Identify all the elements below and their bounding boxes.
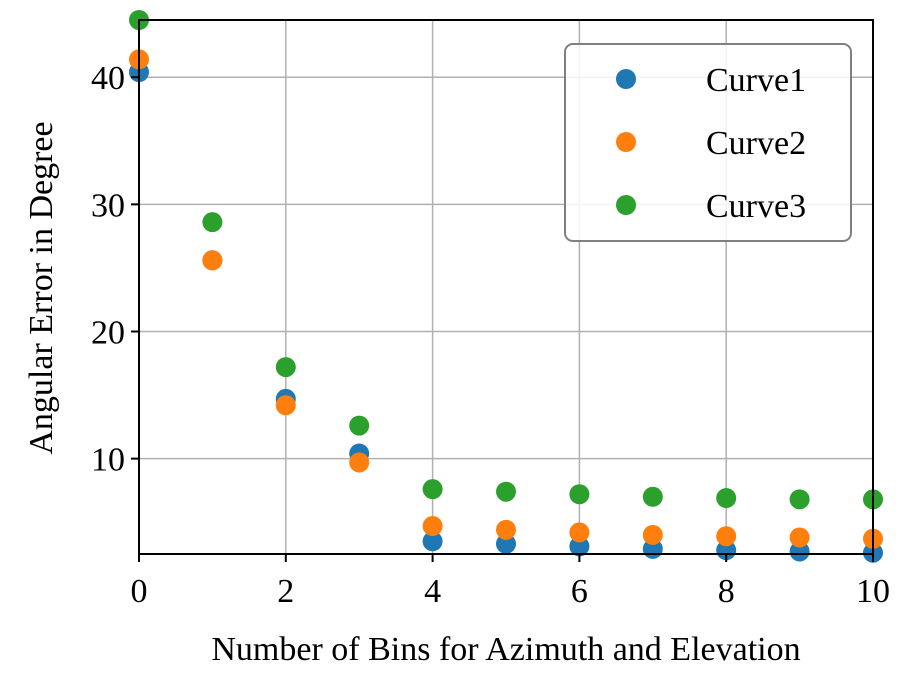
- legend-entry-label: Curve2: [706, 125, 806, 162]
- data-point-series-3: [716, 488, 737, 509]
- data-point-series-2: [716, 526, 737, 547]
- legend-marker: [616, 195, 636, 215]
- data-point-series-3: [202, 212, 223, 233]
- x-tick-label: 0: [131, 573, 148, 610]
- legend-marker: [616, 69, 636, 89]
- legend-marker: [616, 132, 636, 152]
- plot-frame: [138, 19, 874, 555]
- data-point-series-1: [569, 536, 590, 557]
- y-tick-label: 40: [91, 60, 125, 97]
- x-tick-label: 6: [571, 573, 588, 610]
- y-tick-label: 30: [91, 187, 125, 224]
- y-axis-label: Angular Error in Degree: [23, 121, 60, 454]
- legend-frame: [564, 43, 852, 242]
- x-tick-label: 4: [424, 573, 441, 610]
- data-point-series-3: [496, 481, 516, 502]
- y-tick-label: 10: [91, 442, 125, 479]
- data-point-series-3: [569, 484, 590, 505]
- axis-ticks: 0 2 4 6 8 10 10 20 30 40: [91, 60, 890, 610]
- data-point-series-2: [789, 527, 810, 548]
- x-tick-label: 8: [718, 573, 735, 610]
- data-point-series-3: [349, 415, 370, 436]
- data-point-series-3: [422, 479, 443, 500]
- data-point-series-2: [496, 519, 516, 540]
- legend: Curve1 Curve2 Curve3: [564, 43, 852, 242]
- data-point-series-2: [569, 522, 590, 543]
- data-point-series-1: [716, 540, 737, 561]
- data-point-series-2: [275, 395, 296, 416]
- data-point-series-2: [202, 250, 223, 271]
- data-point-series-2: [422, 516, 443, 537]
- legend-entry-label: Curve3: [706, 188, 806, 225]
- data-point-series-3: [275, 357, 296, 378]
- data-point-series-2: [642, 524, 663, 545]
- data-point-series-1: [422, 531, 443, 552]
- legend-entry-label: Curve1: [706, 62, 806, 99]
- x-axis-label: Number of Bins for Azimuth and Elevation: [211, 631, 800, 668]
- y-tick-label: 20: [91, 315, 125, 352]
- data-point-series-3: [789, 489, 810, 510]
- data-point-series-1: [789, 541, 810, 562]
- data-point-series-2: [349, 452, 370, 473]
- data-point-series-1: [496, 533, 516, 554]
- x-tick-label: 10: [856, 573, 890, 610]
- x-tick-label: 2: [277, 573, 294, 610]
- data-point-series-3: [642, 486, 663, 507]
